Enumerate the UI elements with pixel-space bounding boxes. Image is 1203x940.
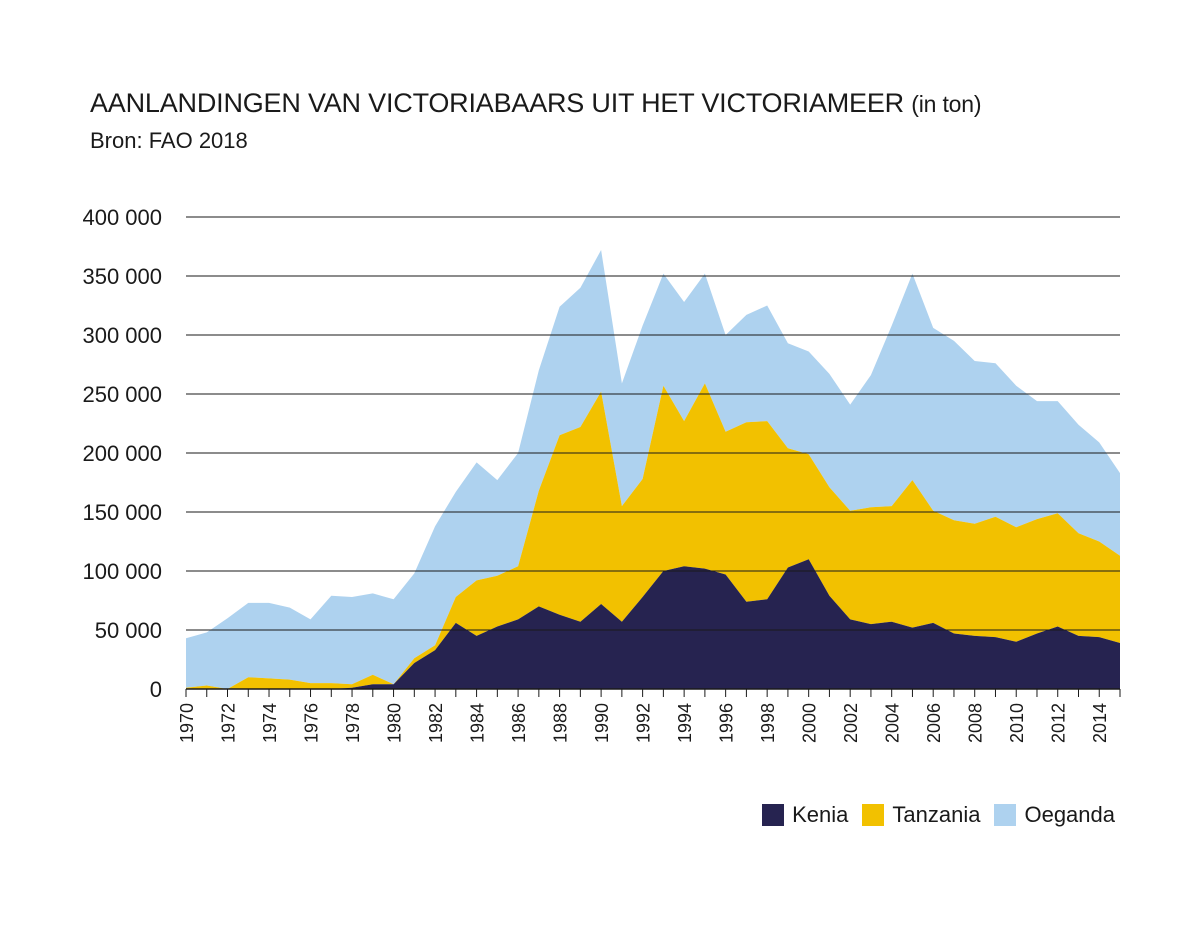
chart-title-text: AANLANDINGEN VAN VICTORIABAARS UIT HET V… bbox=[90, 88, 904, 118]
y-tick-label: 100 000 bbox=[82, 559, 162, 584]
area-kenia bbox=[186, 559, 1120, 689]
chart-title: AANLANDINGEN VAN VICTORIABAARS UIT HET V… bbox=[90, 88, 981, 119]
legend-item-tanzania: Tanzania bbox=[862, 802, 980, 828]
x-axis: 1970 1972 1974 1976 1978 1980 1982 1984 1986 1988… bbox=[177, 689, 1121, 743]
legend-item-oeganda: Oeganda bbox=[994, 802, 1115, 828]
legend-label: Tanzania bbox=[892, 802, 981, 827]
gridlines bbox=[186, 216, 1120, 690]
x-tick-label: 2002 bbox=[841, 703, 861, 743]
legend-swatch bbox=[994, 804, 1017, 826]
legend-swatch bbox=[862, 804, 885, 826]
x-tick-label: 1994 bbox=[675, 703, 695, 743]
x-tick-label: 1976 bbox=[302, 703, 322, 743]
x-tick-label: 1978 bbox=[343, 703, 363, 743]
chart-subtitle: Bron: FAO 2018 bbox=[90, 128, 248, 153]
legend: Kenia Tanzania Oeganda bbox=[748, 802, 1115, 828]
x-tick-label: 1972 bbox=[219, 703, 239, 743]
x-tick-label: 1986 bbox=[509, 703, 529, 743]
y-axis-ticks: 0 50 000 100 000 150 000 200 000 250 000 300 0… bbox=[82, 205, 162, 702]
x-tick-label: 1988 bbox=[551, 703, 571, 743]
legend-label: Oeganda bbox=[1024, 802, 1115, 827]
x-tick-label: 2010 bbox=[1007, 703, 1027, 743]
y-tick-label: 400 000 bbox=[82, 205, 162, 230]
y-tick-label: 350 000 bbox=[82, 264, 162, 289]
y-tick-label: 50 000 bbox=[95, 618, 162, 643]
legend-swatch bbox=[762, 804, 785, 826]
x-tick-label: 2014 bbox=[1090, 703, 1110, 743]
x-tick-label: 1992 bbox=[634, 703, 654, 743]
x-tick-label: 1984 bbox=[468, 703, 488, 743]
x-tick-label: 2006 bbox=[924, 703, 944, 743]
area-layers bbox=[186, 250, 1120, 689]
x-tick-label: 1996 bbox=[717, 703, 737, 743]
x-tick-label: 2004 bbox=[883, 703, 903, 743]
x-tick-label: 1998 bbox=[758, 703, 778, 743]
x-tick-label: 2012 bbox=[1049, 703, 1069, 743]
legend-label: Kenia bbox=[792, 802, 849, 827]
x-tick-label: 1990 bbox=[592, 703, 612, 743]
x-tick-label: 1974 bbox=[260, 703, 280, 743]
x-tick-label: 1982 bbox=[426, 703, 446, 743]
x-tick-label: 1980 bbox=[385, 703, 405, 743]
y-tick-label: 250 000 bbox=[82, 382, 162, 407]
chart-title-unit: (in ton) bbox=[911, 91, 982, 117]
x-tick-label: 2008 bbox=[966, 703, 986, 743]
legend-item-kenia: Kenia bbox=[762, 802, 848, 828]
y-tick-label: 150 000 bbox=[82, 500, 162, 525]
area-oeganda bbox=[186, 250, 1120, 689]
y-tick-label: 300 000 bbox=[82, 323, 162, 348]
y-tick-label: 0 bbox=[150, 677, 162, 702]
area-tanzania bbox=[186, 383, 1120, 689]
x-tick-label: 2000 bbox=[800, 703, 820, 743]
x-tick-label: 1970 bbox=[177, 703, 197, 743]
y-tick-label: 200 000 bbox=[82, 441, 162, 466]
